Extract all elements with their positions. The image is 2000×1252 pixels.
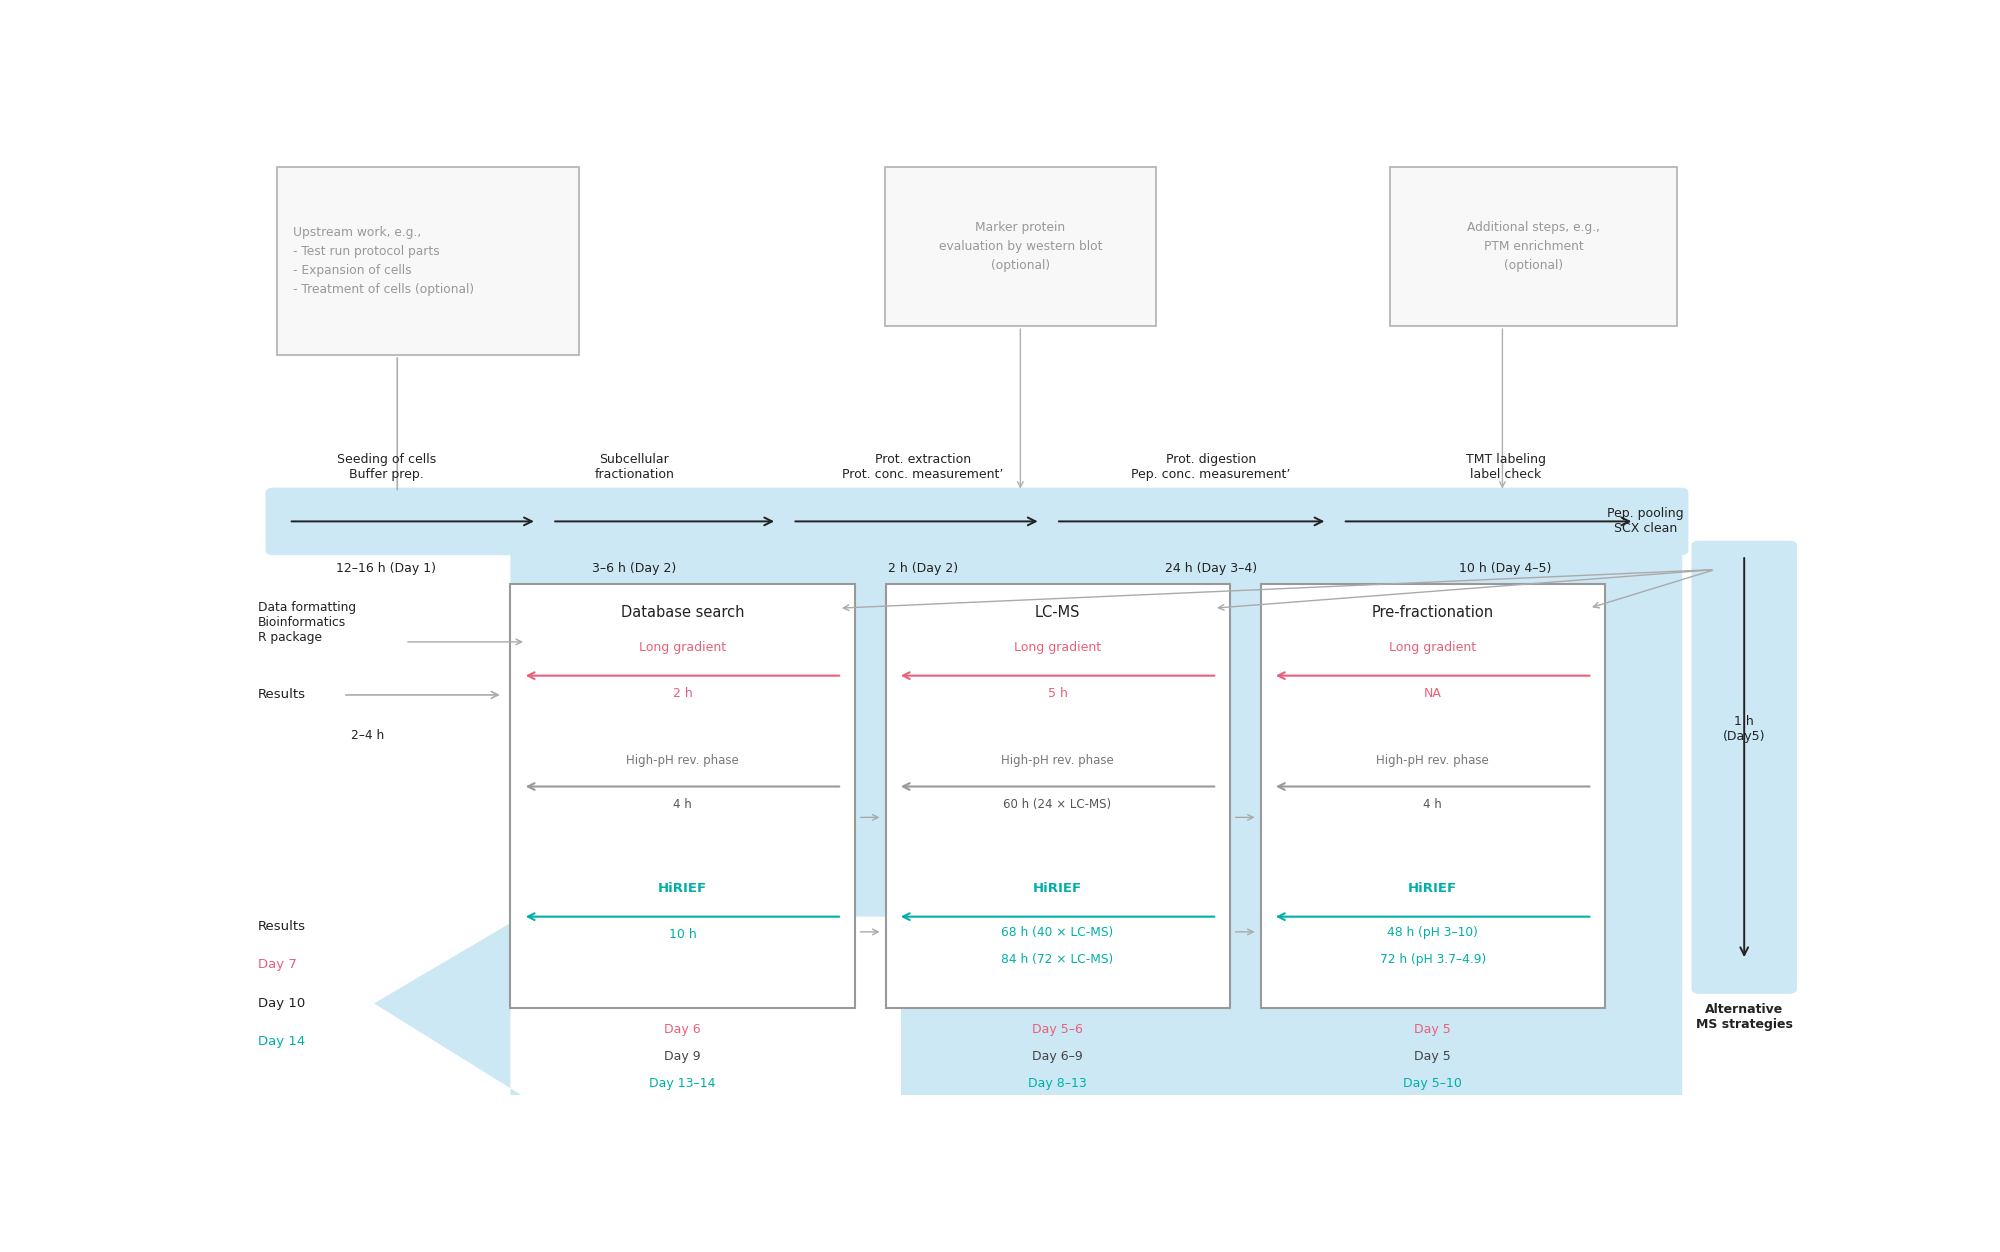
Text: High-pH rev. phase: High-pH rev. phase — [1002, 754, 1114, 767]
Text: Seeding of cells
Buffer prep.: Seeding of cells Buffer prep. — [336, 453, 436, 481]
Text: Day 14: Day 14 — [258, 1035, 304, 1048]
Text: HiRIEF: HiRIEF — [1032, 883, 1082, 895]
FancyBboxPatch shape — [510, 583, 854, 1008]
Text: Subcellular
fractionation: Subcellular fractionation — [594, 453, 674, 481]
Text: HiRIEF: HiRIEF — [658, 883, 708, 895]
Text: 2–4 h: 2–4 h — [350, 729, 384, 741]
Text: 5 h: 5 h — [1048, 687, 1068, 700]
Text: Long gradient: Long gradient — [1390, 641, 1476, 655]
Text: Day 6–9: Day 6–9 — [1032, 1049, 1082, 1063]
Text: 10 h (Day 4–5): 10 h (Day 4–5) — [1460, 562, 1552, 575]
Text: 68 h (40 × LC-MS): 68 h (40 × LC-MS) — [1002, 926, 1114, 939]
Text: 2 h: 2 h — [672, 687, 692, 700]
Text: Additional steps, e.g.,
PTM enrichment
(optional): Additional steps, e.g., PTM enrichment (… — [1466, 222, 1600, 272]
Text: Day 10: Day 10 — [258, 997, 304, 1010]
Text: Prot. extraction
Prot. conc. measurement’: Prot. extraction Prot. conc. measurement… — [842, 453, 1004, 481]
Text: Prot. digestion
Pep. conc. measurement’: Prot. digestion Pep. conc. measurement’ — [1132, 453, 1290, 481]
Text: 10 h: 10 h — [668, 928, 696, 942]
Text: Data formatting
Bioinformatics
R package: Data formatting Bioinformatics R package — [258, 601, 356, 644]
Text: 1 h
(Day5): 1 h (Day5) — [1722, 715, 1766, 742]
Text: NA: NA — [1424, 687, 1442, 700]
FancyBboxPatch shape — [886, 583, 1230, 1008]
Text: High-pH rev. phase: High-pH rev. phase — [626, 754, 738, 767]
Text: TMT labeling
label check: TMT labeling label check — [1466, 453, 1546, 481]
Text: 3–6 h (Day 2): 3–6 h (Day 2) — [592, 562, 676, 575]
Text: Day 13–14: Day 13–14 — [650, 1077, 716, 1089]
FancyBboxPatch shape — [278, 167, 580, 356]
Text: Long gradient: Long gradient — [638, 641, 726, 655]
Text: Day 5–10: Day 5–10 — [1404, 1077, 1462, 1089]
Text: Day 7: Day 7 — [258, 958, 296, 972]
Text: LC-MS: LC-MS — [1034, 605, 1080, 620]
Text: 60 h (24 × LC-MS): 60 h (24 × LC-MS) — [1004, 798, 1112, 811]
FancyBboxPatch shape — [1260, 583, 1604, 1008]
Text: Pre-fractionation: Pre-fractionation — [1372, 605, 1494, 620]
FancyBboxPatch shape — [1692, 541, 1796, 994]
Text: Upstream work, e.g.,
- Test run protocol parts
- Expansion of cells
- Treatment : Upstream work, e.g., - Test run protocol… — [294, 227, 474, 297]
Text: Alternative
MS strategies: Alternative MS strategies — [1696, 1003, 1792, 1032]
FancyBboxPatch shape — [884, 167, 1156, 327]
Text: 72 h (pH 3.7–4.9): 72 h (pH 3.7–4.9) — [1380, 953, 1486, 967]
Text: Day 5–6: Day 5–6 — [1032, 1023, 1082, 1035]
Text: Day 6: Day 6 — [664, 1023, 700, 1035]
Text: Day 8–13: Day 8–13 — [1028, 1077, 1086, 1089]
Text: Day 5: Day 5 — [1414, 1049, 1452, 1063]
Text: High-pH rev. phase: High-pH rev. phase — [1376, 754, 1490, 767]
FancyBboxPatch shape — [1390, 167, 1676, 327]
Text: Database search: Database search — [620, 605, 744, 620]
Text: Day 5: Day 5 — [1414, 1023, 1452, 1035]
Text: Day 9: Day 9 — [664, 1049, 700, 1063]
Text: Pep. pooling
SCX clean: Pep. pooling SCX clean — [1608, 507, 1684, 536]
Text: 2 h (Day 2): 2 h (Day 2) — [888, 562, 958, 575]
Text: Marker protein
evaluation by western blot
(optional): Marker protein evaluation by western blo… — [938, 222, 1102, 272]
Polygon shape — [374, 546, 1682, 1096]
Text: 12–16 h (Day 1): 12–16 h (Day 1) — [336, 562, 436, 575]
Text: Long gradient: Long gradient — [1014, 641, 1102, 655]
Text: 84 h (72 × LC-MS): 84 h (72 × LC-MS) — [1002, 953, 1114, 967]
FancyBboxPatch shape — [266, 488, 1688, 555]
Text: 24 h (Day 3–4): 24 h (Day 3–4) — [1164, 562, 1258, 575]
Text: Results: Results — [258, 689, 306, 701]
Text: HiRIEF: HiRIEF — [1408, 883, 1458, 895]
Text: 4 h: 4 h — [674, 798, 692, 811]
Text: Results: Results — [258, 920, 306, 933]
Text: 48 h (pH 3–10): 48 h (pH 3–10) — [1388, 926, 1478, 939]
Text: 4 h: 4 h — [1424, 798, 1442, 811]
